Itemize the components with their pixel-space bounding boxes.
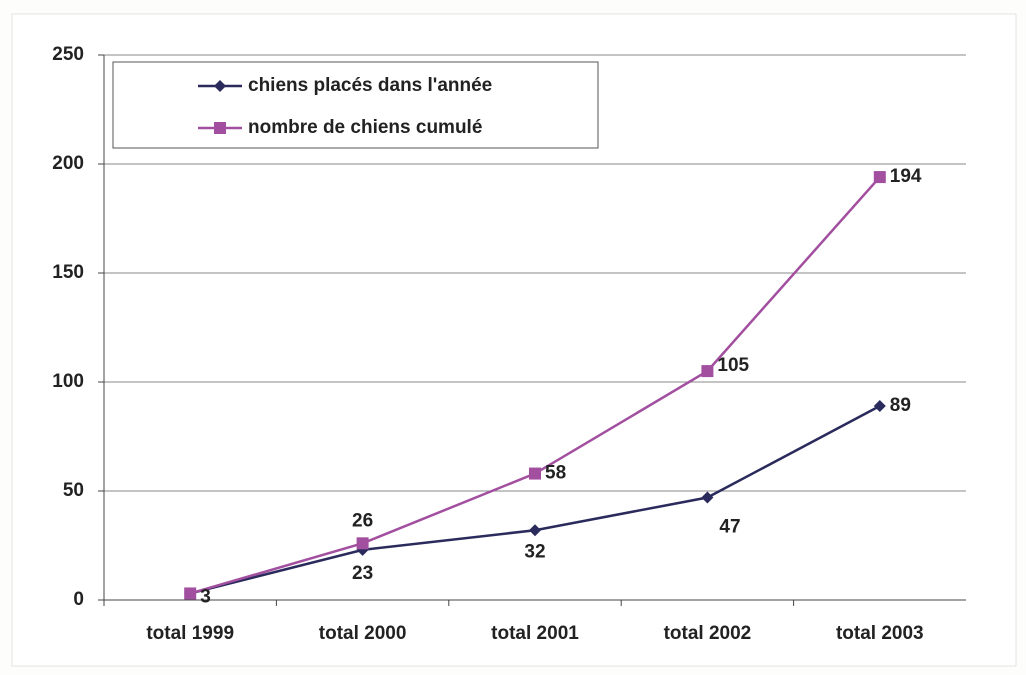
data-label: 105 [717,355,749,376]
marker [873,171,886,184]
x-tick-label: total 2001 [491,623,579,644]
marker [184,587,197,600]
y-tick-label: 200 [52,153,84,174]
data-label: 58 [545,463,566,484]
y-tick-label: 100 [52,371,84,392]
marker [529,524,541,537]
marker [873,399,886,412]
x-tick-label: total 1999 [146,623,234,644]
legend-label: nombre de chiens cumulé [248,117,482,138]
legend-label: chiens placés dans l'année [248,75,492,96]
data-label: 3 [200,586,211,607]
y-tick-label: 250 [52,44,84,65]
data-label: 26 [352,510,373,531]
data-label: 89 [890,395,911,416]
data-label: 47 [719,517,740,538]
marker [529,467,541,480]
x-tick-label: total 2000 [319,623,407,644]
marker [356,537,369,550]
data-label: 32 [524,541,545,562]
marker [214,80,226,92]
x-tick-label: total 2002 [664,623,752,644]
y-tick-label: 50 [63,480,84,501]
data-label: 23 [352,563,373,584]
data-label: 194 [890,166,922,187]
marker [214,122,226,134]
y-tick-label: 150 [52,262,84,283]
marker [701,491,714,504]
y-tick-label: 0 [73,589,84,610]
legend-box [112,61,599,149]
marker [701,365,714,378]
x-tick-label: total 2003 [836,623,924,644]
